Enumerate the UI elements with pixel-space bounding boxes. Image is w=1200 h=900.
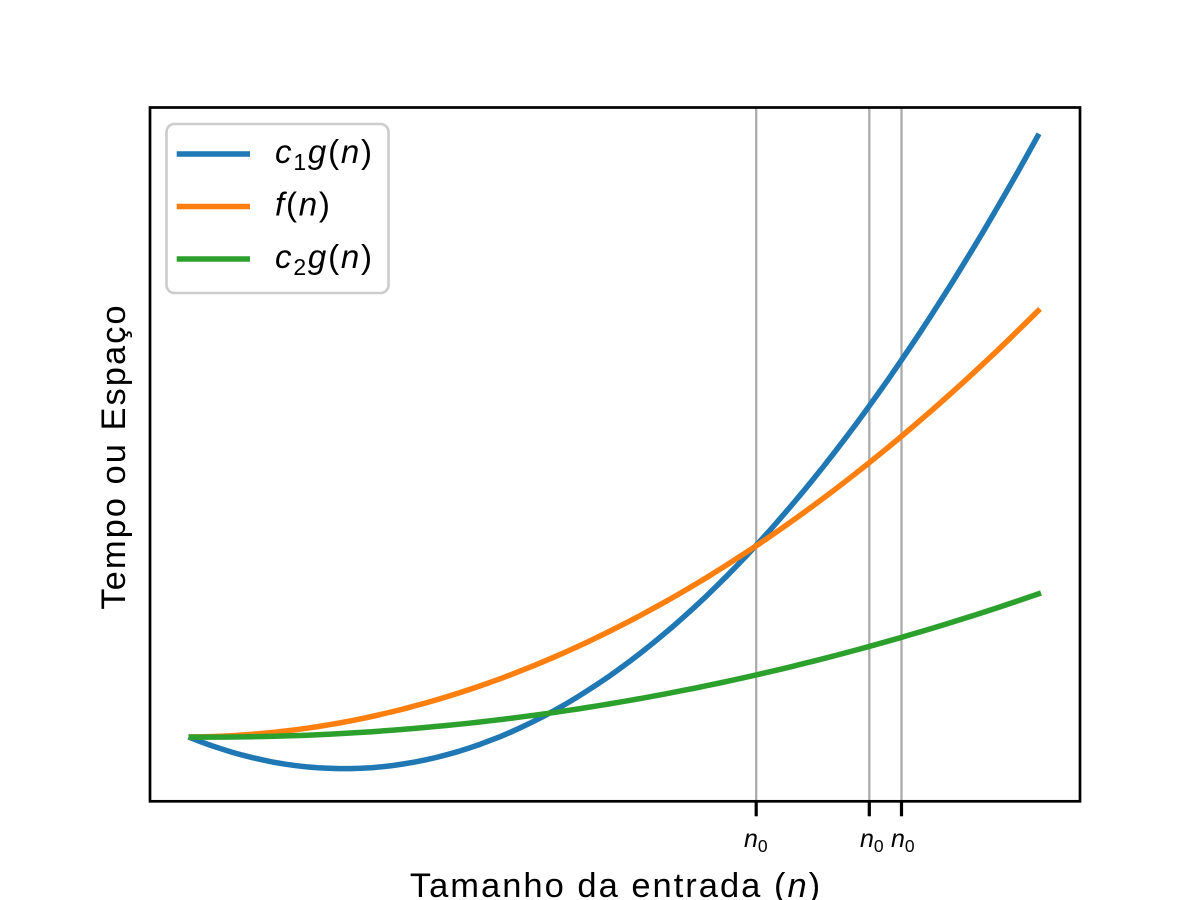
svg-text:Tempo ou Espaço: Tempo ou Espaço xyxy=(95,303,133,609)
svg-text:c1g(n): c1g(n) xyxy=(275,133,374,175)
svg-text:c2g(n): c2g(n) xyxy=(275,238,374,280)
svg-text:f(n): f(n) xyxy=(275,186,332,223)
svg-text:Tamanho da entrada (n): Tamanho da entrada (n) xyxy=(410,867,822,900)
